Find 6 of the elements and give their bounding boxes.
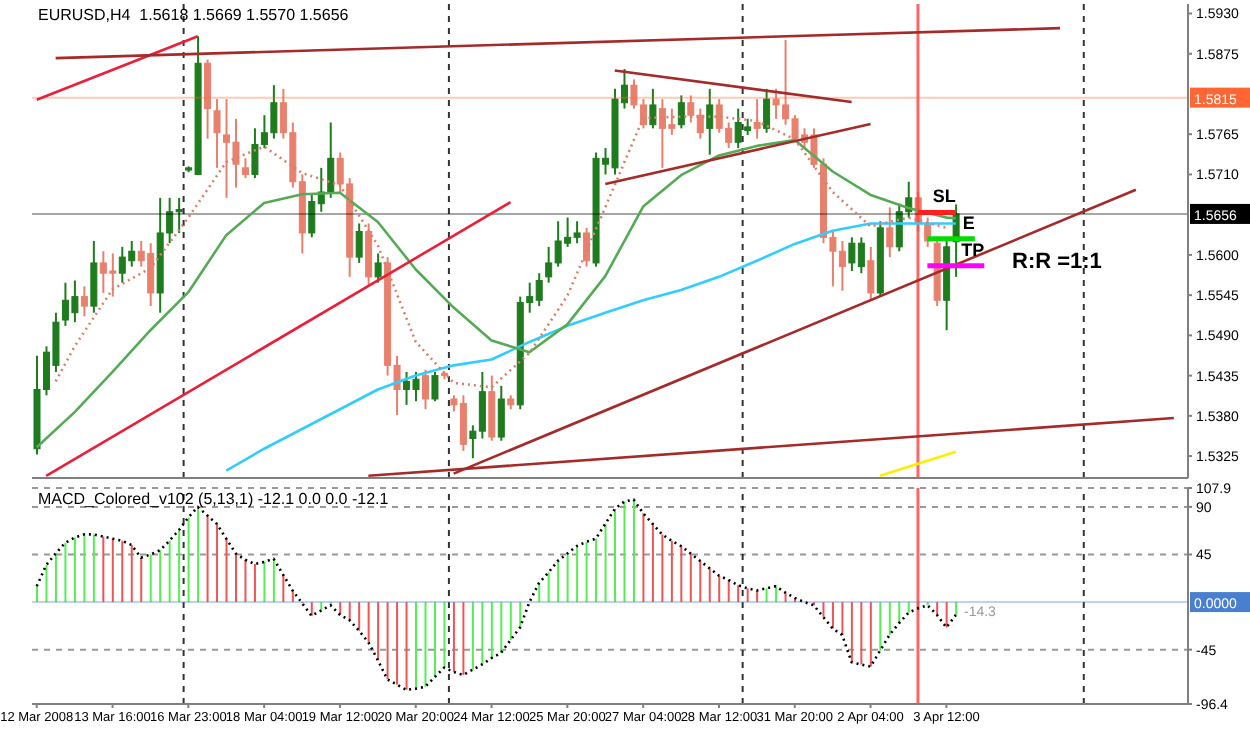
series-label: TP (961, 239, 985, 260)
series-label: E (962, 212, 975, 233)
annotation: R:R =1:1 (1012, 250, 1102, 274)
series-label: SL (932, 186, 957, 207)
chart-title: MACD_Colored_v102 (5,13,1) -12.1 0.0 0.0 -12.1 (38, 490, 389, 508)
chart-title: EURUSD,H4 1.5618 1.5669 1.5570 1.5656 (38, 6, 349, 24)
